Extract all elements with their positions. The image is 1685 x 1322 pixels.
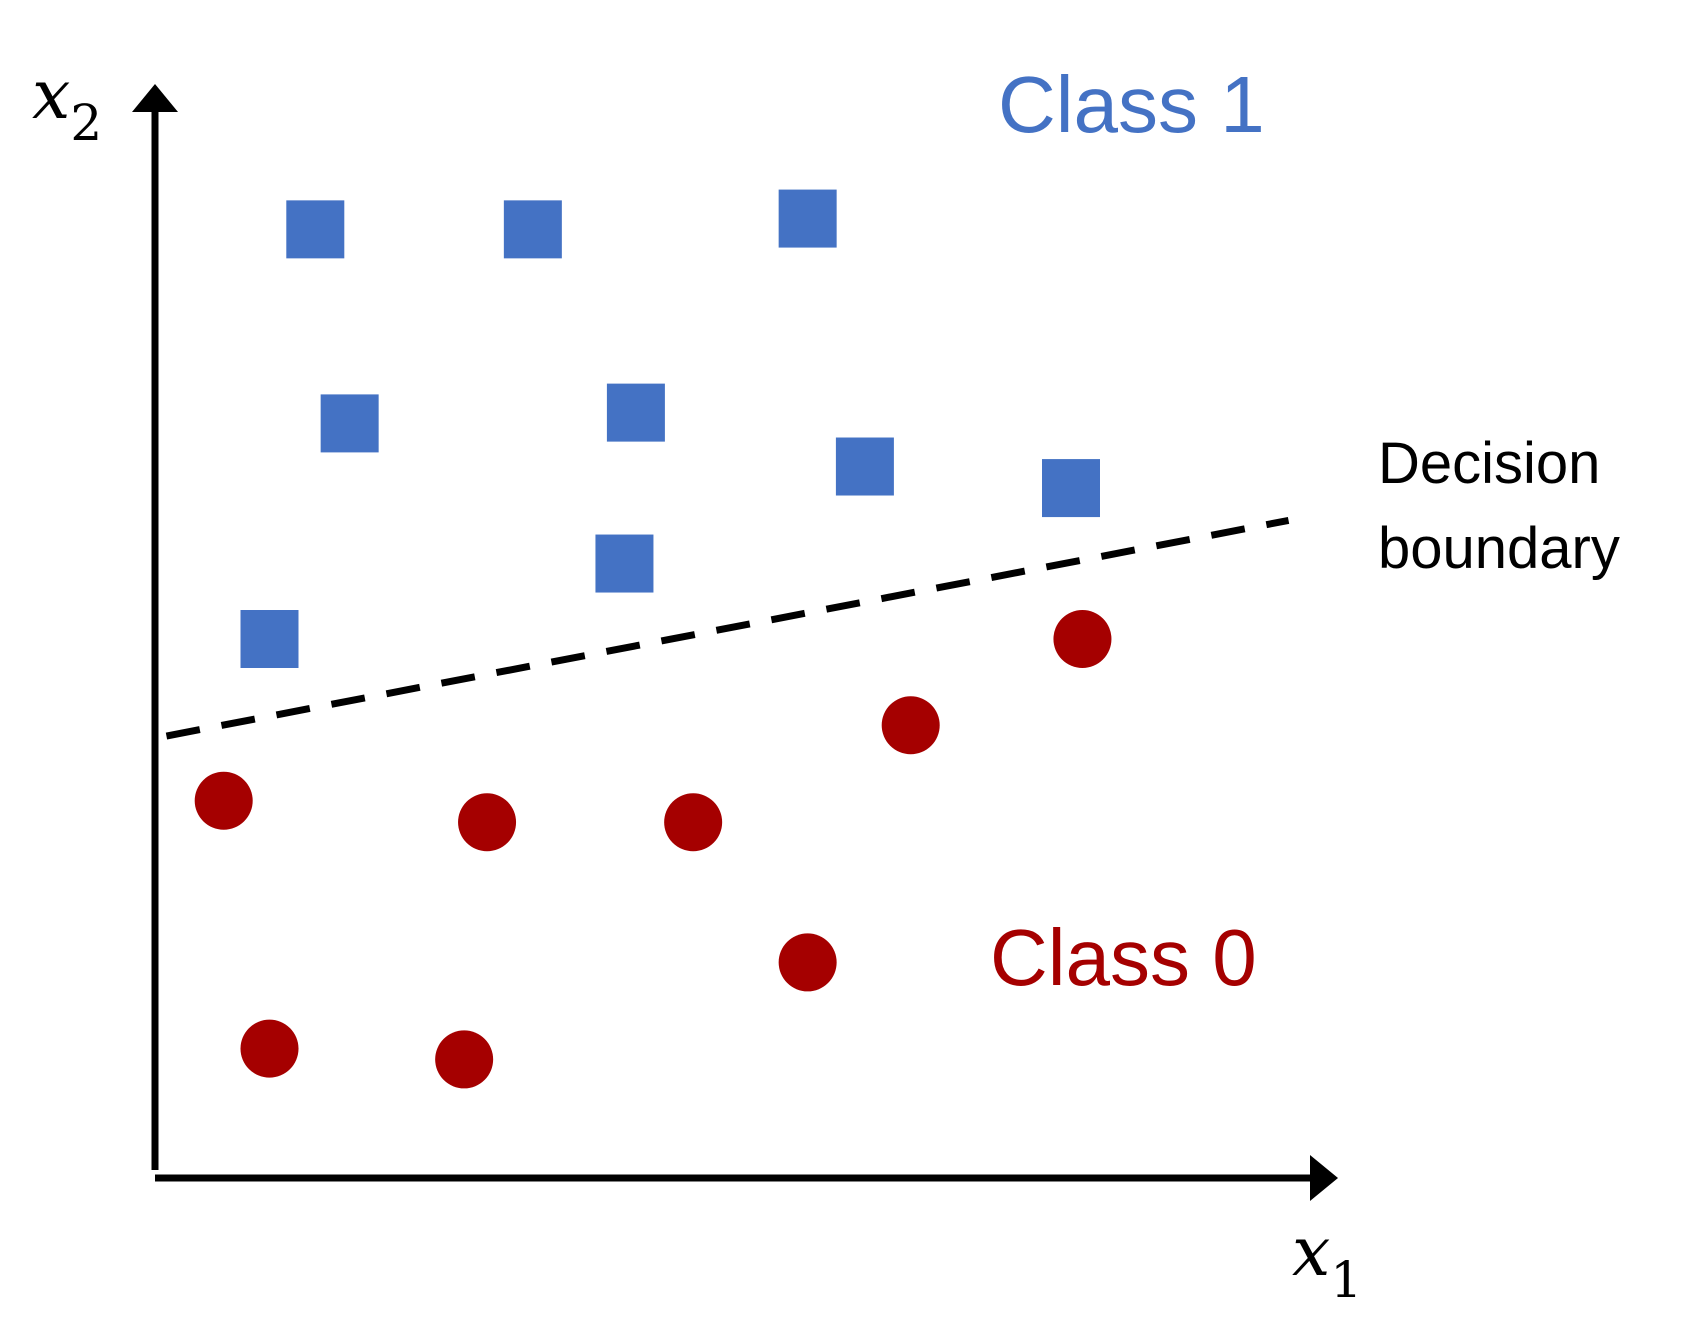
class-0-circle-point <box>240 1019 299 1078</box>
decision-boundary-label-line1: Decision <box>1378 431 1600 496</box>
y-axis-label: x2 <box>32 56 102 152</box>
decision-boundary-label-line2: boundary <box>1378 516 1620 581</box>
class-1-points <box>240 189 1100 668</box>
class-1-square-point <box>1042 459 1100 518</box>
class-1-square-point <box>595 534 654 593</box>
class-0-circle-point <box>458 793 517 852</box>
class-1-square-point <box>286 200 345 259</box>
class-1-square-point <box>778 189 837 248</box>
class-0-circle-point <box>778 933 837 992</box>
class-1-square-point <box>240 610 299 668</box>
class-0-circle-point <box>664 793 723 852</box>
class-1-label: Class 1 <box>998 60 1265 149</box>
decision-boundary-line <box>165 516 1290 740</box>
class-0-circle-point <box>194 771 253 830</box>
class-0-circle-point <box>881 696 940 755</box>
y-axis-arrowhead <box>132 84 178 112</box>
class-1-square-point <box>606 383 665 442</box>
x-axis-arrowhead <box>1310 1155 1338 1201</box>
class-1-square-point <box>503 200 562 259</box>
class-0-label: Class 0 <box>990 913 1257 1002</box>
class-0-points <box>194 610 1112 1089</box>
class-0-circle-point <box>1053 610 1112 668</box>
class-0-circle-point <box>435 1030 494 1089</box>
class-1-square-point <box>835 437 894 496</box>
x-axis-label: x1 <box>1292 1213 1362 1309</box>
class-1-square-point <box>320 394 379 453</box>
